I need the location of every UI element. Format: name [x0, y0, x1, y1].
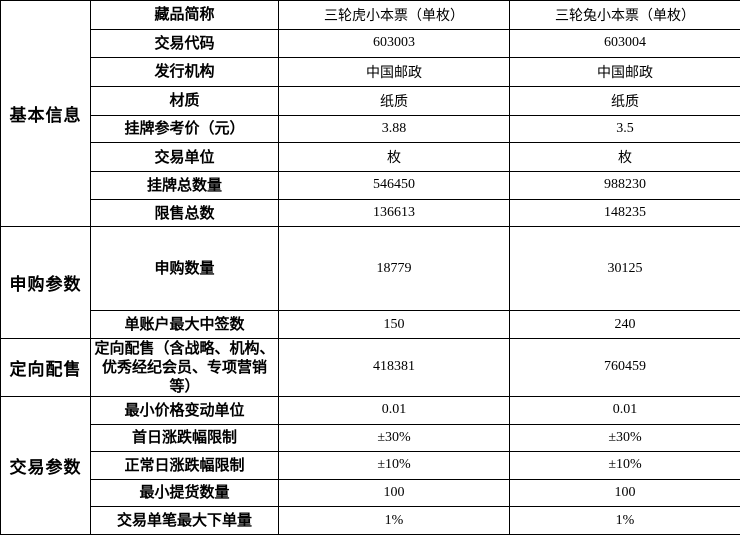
- row-value-rabbit: 0.01: [509, 395, 740, 425]
- row-value-rabbit: 30125: [509, 226, 740, 312]
- row-label: 限售总数: [90, 198, 279, 228]
- row-value-tiger: 三轮虎小本票（单枚）: [278, 0, 510, 30]
- row-value-tiger: 546450: [278, 171, 510, 200]
- row-value-rabbit: 760459: [509, 337, 740, 397]
- row-value-tiger: ±10%: [278, 451, 510, 480]
- table-row: 最小提货数量 100 100: [1, 478, 740, 508]
- row-label: 挂牌参考价（元）: [90, 114, 279, 144]
- row-label: 交易单位: [90, 142, 279, 173]
- row-value-rabbit: 三轮兔小本票（单枚）: [509, 0, 740, 30]
- row-value-tiger: 136613: [278, 198, 510, 228]
- row-value-tiger: 150: [278, 310, 510, 339]
- row-value-tiger: 0.01: [278, 395, 510, 425]
- row-value-tiger: 603003: [278, 28, 510, 58]
- table-row: 交易代码 603003 603004: [1, 28, 740, 58]
- row-label: 交易代码: [90, 28, 279, 58]
- row-value-tiger: ±30%: [278, 423, 510, 453]
- row-label: 申购数量: [90, 226, 279, 312]
- row-label: 正常日涨跌幅限制: [90, 451, 279, 480]
- group-header-subscription-params: 申购参数: [0, 226, 91, 339]
- row-value-rabbit: 240: [509, 310, 740, 339]
- row-value-rabbit: 148235: [509, 198, 740, 228]
- group-header-basic-info: 基本信息: [0, 0, 91, 228]
- row-value-tiger: 中国邮政: [278, 56, 510, 87]
- row-value-rabbit: 纸质: [509, 85, 740, 116]
- table-row: 交易单笔最大下单量 1% 1%: [1, 506, 740, 535]
- row-value-tiger: 枚: [278, 142, 510, 173]
- table-row: 限售总数 136613 148235: [1, 198, 740, 228]
- row-value-rabbit: 100: [509, 478, 740, 508]
- row-label: 藏品简称: [90, 0, 279, 30]
- group-header-trading-params: 交易参数: [0, 395, 91, 535]
- row-value-rabbit: 枚: [509, 142, 740, 173]
- table-row: 材质 纸质 纸质: [1, 85, 740, 116]
- row-value-tiger: 1%: [278, 506, 510, 535]
- table-row: 发行机构 中国邮政 中国邮政: [1, 56, 740, 87]
- row-value-rabbit: ±10%: [509, 451, 740, 480]
- row-label: 最小提货数量: [90, 478, 279, 508]
- row-value-tiger: 418381: [278, 337, 510, 397]
- table-row: 交易参数 最小价格变动单位 0.01 0.01: [0, 395, 740, 535]
- row-value-rabbit: 中国邮政: [509, 56, 740, 87]
- row-label: 材质: [90, 85, 279, 116]
- table-row: 挂牌参考价（元） 3.88 3.5: [1, 114, 740, 144]
- row-value-rabbit: 603004: [509, 28, 740, 58]
- group-header-directed-placement: 定向配售: [0, 337, 91, 397]
- table-row: 申购参数 申购数量 18779 30125: [0, 226, 740, 339]
- table-row: 首日涨跌幅限制 ±30% ±30%: [1, 423, 740, 453]
- table-row: 交易单位 枚 枚: [1, 142, 740, 173]
- row-label: 首日涨跌幅限制: [90, 423, 279, 453]
- row-label: 发行机构: [90, 56, 279, 87]
- row-value-tiger: 100: [278, 478, 510, 508]
- table-row: 挂牌总数量 546450 988230: [1, 171, 740, 200]
- row-value-rabbit: 988230: [509, 171, 740, 200]
- row-label: 单账户最大中签数: [90, 310, 279, 339]
- row-value-rabbit: 1%: [509, 506, 740, 535]
- row-value-rabbit: 3.5: [509, 114, 740, 144]
- row-value-tiger: 18779: [278, 226, 510, 312]
- row-value-rabbit: ±30%: [509, 423, 740, 453]
- table-row: 基本信息 藏品简称 三轮虎小本票（单枚） 三轮兔小本票（单枚）: [0, 0, 740, 228]
- row-label: 定向配售（含战略、机构、优秀经纪会员、专项营销等）: [90, 337, 279, 397]
- row-value-tiger: 3.88: [278, 114, 510, 144]
- table-row: 定向配售 定向配售（含战略、机构、优秀经纪会员、专项营销等） 418381 76…: [0, 337, 740, 397]
- table-row: 单账户最大中签数 150 240: [1, 310, 740, 339]
- row-label: 最小价格变动单位: [90, 395, 279, 425]
- row-value-tiger: 纸质: [278, 85, 510, 116]
- row-label: 交易单笔最大下单量: [90, 506, 279, 535]
- row-label: 挂牌总数量: [90, 171, 279, 200]
- table-row: 正常日涨跌幅限制 ±10% ±10%: [1, 451, 740, 480]
